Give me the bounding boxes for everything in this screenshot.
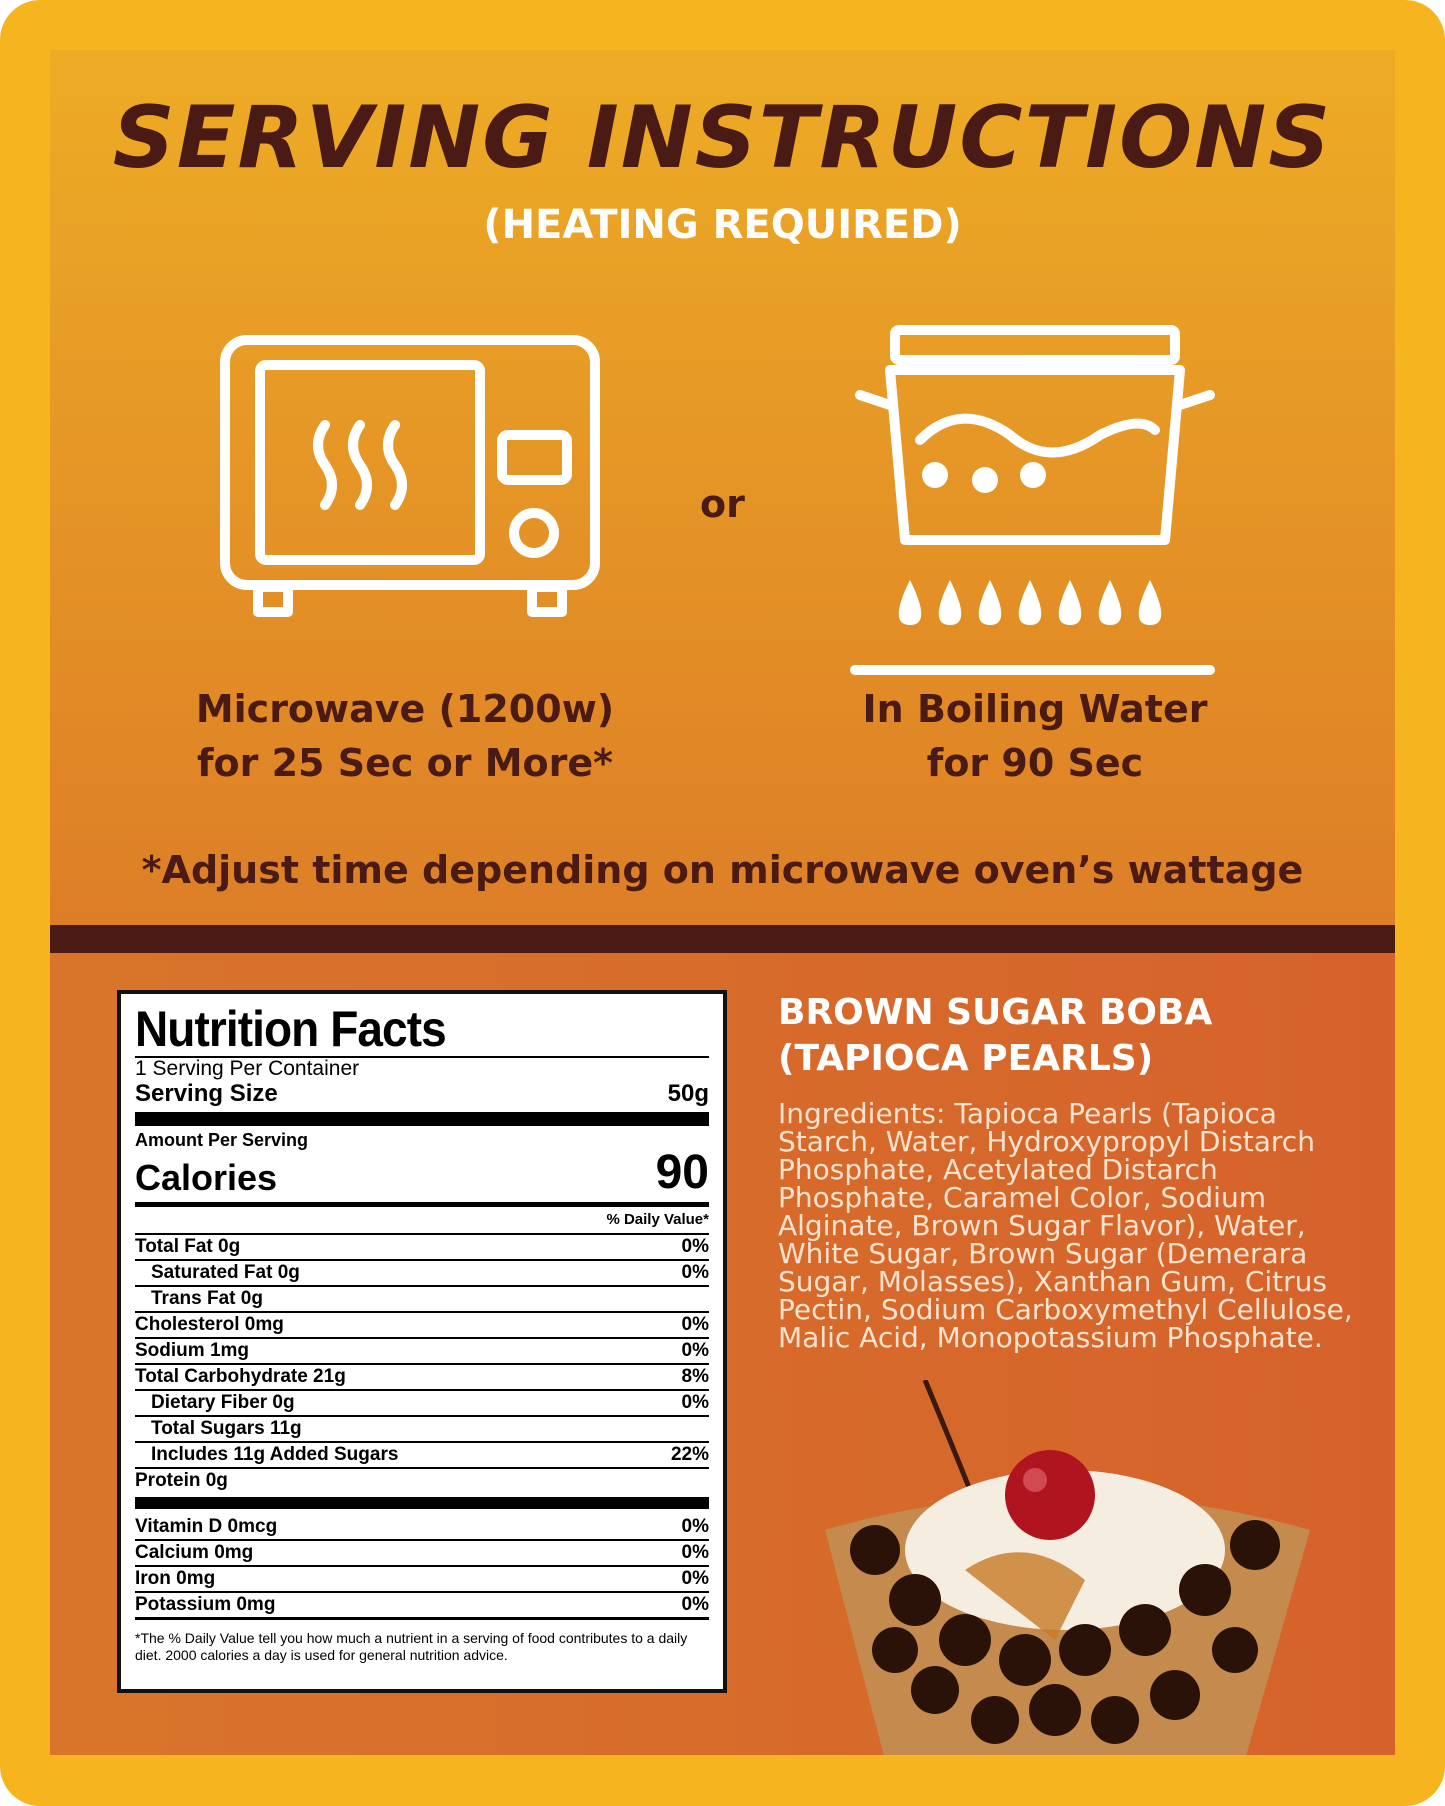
nutrient-daily-value: 0% <box>681 1314 709 1335</box>
nutrient-daily-value: 0% <box>681 1236 709 1257</box>
nutrient-label: Vitamin D 0mcg <box>135 1516 278 1537</box>
nutrient-daily-value: 0% <box>681 1262 709 1283</box>
microwave-caption-line2: for 25 Sec or More* <box>197 741 613 785</box>
boiling-caption-line1: In Boiling Water <box>862 687 1208 731</box>
microwave-caption-line1: Microwave (1200w) <box>195 687 615 731</box>
nutrient-row: Vitamin D 0mcg 0% <box>135 1515 709 1539</box>
boiling-pot-icon <box>850 325 1215 675</box>
nutrient-daily-value: 0% <box>681 1392 709 1413</box>
nutrient-row: Total Carbohydrate 21g 8% <box>135 1363 709 1389</box>
product-name-line2: (TAPIOCA PEARLS) <box>778 1038 1154 1079</box>
nutrient-label: Potassium 0mg <box>135 1594 276 1615</box>
nutrient-row: Includes 11g Added Sugars 22% <box>135 1441 709 1467</box>
microwave-icon <box>220 335 600 617</box>
nutrient-row: Total Fat 0g 0% <box>135 1233 709 1259</box>
nutrient-row: Dietary Fiber 0g 0% <box>135 1389 709 1415</box>
product-name-line1: BROWN SUGAR BOBA <box>778 992 1213 1033</box>
nutrient-row: Total Sugars 11g <box>135 1415 709 1441</box>
amount-per-serving: Amount Per Serving <box>135 1130 309 1150</box>
nutrient-label: Total Fat 0g <box>135 1236 241 1257</box>
page-title: SERVING INSTRUCTIONS <box>112 88 1333 188</box>
ingredients: Ingredients: Tapioca Pearls (Tapioca Sta… <box>778 1100 1358 1352</box>
nutrient-row: Protein 0g <box>135 1467 709 1493</box>
nutrient-daily-value: 22% <box>670 1444 709 1465</box>
nutrient-row: Cholesterol 0mg 0% <box>135 1311 709 1337</box>
ingredients-text: Tapioca Pearls (Tapioca Starch, Water, H… <box>778 1097 1353 1354</box>
product-name: BROWN SUGAR BOBA (TAPIOCA PEARLS) <box>778 990 1212 1082</box>
serving-size-label: Serving Size <box>135 1080 278 1107</box>
nutrient-row: Sodium 1mg 0% <box>135 1337 709 1363</box>
nutrient-row: Calcium 0mg 0% <box>135 1539 709 1565</box>
calories-value: 90 <box>655 1146 709 1199</box>
footnote: *The % Daily Value tell you how much a n… <box>135 1630 688 1663</box>
nutrient-row: Trans Fat 0g <box>135 1285 709 1311</box>
nutrient-label: Saturated Fat 0g <box>151 1262 300 1283</box>
nutrient-label: Includes 11g Added Sugars <box>151 1444 399 1465</box>
nutrient-daily-value: 0% <box>681 1542 709 1563</box>
boiling-caption-line2: for 90 Sec <box>926 741 1144 785</box>
nutrition-facts-label: Nutrition Facts 1 Serving Per Container … <box>117 990 727 1693</box>
nutrient-label: Calcium 0mg <box>135 1542 254 1563</box>
nutrient-label: Total Sugars 11g <box>151 1418 302 1439</box>
nutrient-label: Sodium 1mg <box>135 1340 250 1361</box>
or-label: or <box>700 482 745 526</box>
sundae-image <box>825 1380 1310 1755</box>
calories-label: Calories <box>135 1157 278 1198</box>
panel: SERVING INSTRUCTIONS (HEATING REQUIRED) … <box>50 50 1395 1755</box>
nutrient-label: Total Carbohydrate 21g <box>135 1366 346 1387</box>
boiling-caption: In Boiling Water for 90 Sec <box>785 682 1285 790</box>
servings-per-container: 1 Serving Per Container <box>135 1057 360 1080</box>
nutrition-title: Nutrition Facts <box>135 1001 447 1057</box>
nutrient-row: Saturated Fat 0g 0% <box>135 1259 709 1285</box>
wattage-note: *Adjust time depending on microwave oven… <box>141 848 1304 892</box>
microwave-caption: Microwave (1200w) for 25 Sec or More* <box>155 682 655 790</box>
nutrient-label: Cholesterol 0mg <box>135 1314 284 1335</box>
divider-band <box>50 925 1395 953</box>
nutrient-label: Dietary Fiber 0g <box>151 1392 295 1413</box>
nutrient-daily-value: 0% <box>681 1516 709 1537</box>
nutrient-label: Trans Fat 0g <box>151 1288 263 1309</box>
daily-value-header: % Daily Value* <box>606 1211 709 1228</box>
calories-row: Calories 90 <box>135 1146 709 1202</box>
nutrient-daily-value: 8% <box>681 1366 709 1387</box>
nutrient-row: Potassium 0mg 0% <box>135 1591 709 1617</box>
nutrient-label: Protein 0g <box>135 1470 228 1491</box>
nutrient-daily-value: 0% <box>681 1594 709 1615</box>
serving-size-value: 50g <box>667 1080 709 1107</box>
ingredients-label: Ingredients: <box>778 1097 946 1130</box>
nutrient-row: Iron 0mg 0% <box>135 1565 709 1591</box>
nutrient-label: Iron 0mg <box>135 1568 216 1589</box>
nutrient-daily-value: 0% <box>681 1340 709 1361</box>
page-subtitle: (HEATING REQUIRED) <box>483 202 962 248</box>
nutrient-daily-value: 0% <box>681 1568 709 1589</box>
serving-size-row: Serving Size 50g <box>135 1080 709 1112</box>
